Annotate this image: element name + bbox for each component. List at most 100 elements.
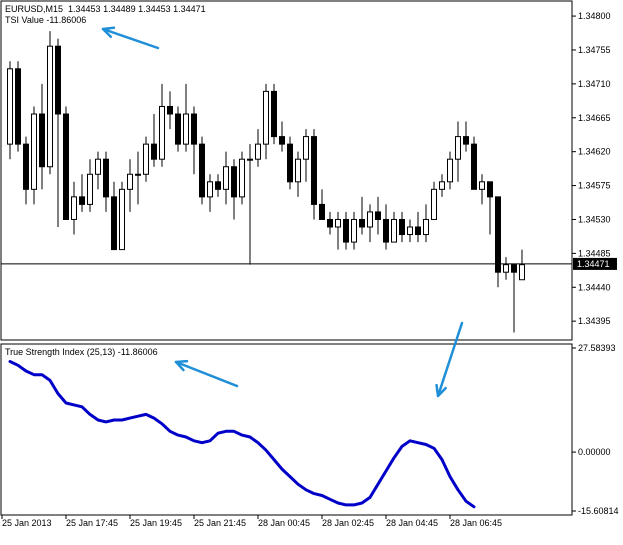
- candle-body: [287, 143, 293, 183]
- candle-body: [239, 158, 245, 198]
- current-price-label: 1.34471: [577, 259, 610, 269]
- candle-body: [63, 113, 69, 220]
- time-tick-label: 25 Jan 21:45: [194, 518, 246, 528]
- price-tick-label: 1.34620: [578, 147, 611, 157]
- arrow-shaft: [436, 321, 464, 398]
- price-tick-label: 1.34530: [578, 214, 611, 224]
- candle-body: [391, 218, 397, 243]
- candle-body: [503, 264, 509, 273]
- candle-body: [295, 158, 301, 183]
- price-tick-label: 1.34710: [578, 79, 611, 89]
- candle-body: [151, 143, 157, 160]
- candle-body: [319, 203, 325, 220]
- tsi-value-label: TSI Value -11.86006: [5, 15, 87, 25]
- tsi-tick-label: 0.00000: [578, 447, 611, 457]
- candle-body: [263, 90, 269, 145]
- candle-body: [431, 188, 437, 220]
- tsi-axis: 27.58393 0.00000 -15.60814: [572, 343, 619, 516]
- candle-body: [255, 143, 261, 160]
- candle-body: [327, 218, 333, 228]
- candle-body: [367, 211, 373, 228]
- candle-body: [423, 218, 429, 236]
- candle-body: [223, 166, 229, 190]
- arrow-head: [435, 383, 447, 398]
- candle-body: [407, 226, 413, 236]
- tsi-line-group: [8, 360, 476, 509]
- candle-body: [311, 136, 317, 205]
- candle-body: [487, 181, 493, 198]
- indicator-label: True Strength Index (25,13) -11.86006: [5, 347, 158, 357]
- candle-body: [271, 90, 277, 138]
- time-tick-label: 25 Jan 17:45: [66, 518, 118, 528]
- symbol-header: EURUSD,M15 1.34453 1.34489 1.34453 1.344…: [5, 4, 206, 14]
- main-chart-frame: [0, 0, 573, 341]
- candle-body: [343, 218, 349, 243]
- time-axis: 25 Jan 2013 25 Jan 17:45 25 Jan 19:45 25 Ja…: [1, 515, 502, 528]
- candle-body: [183, 113, 189, 145]
- time-tick-label: 25 Jan 2013: [2, 518, 52, 528]
- candle-body: [519, 264, 525, 281]
- candle-body: [111, 196, 117, 251]
- candle-body: [39, 113, 45, 168]
- candle-body: [55, 45, 61, 115]
- price-tick-label: 1.34800: [578, 11, 611, 21]
- candle-body: [231, 166, 237, 198]
- candle-body: [127, 173, 133, 190]
- candle-body: [79, 196, 85, 205]
- candle-body: [415, 226, 421, 236]
- candlesticks: [7, 31, 525, 333]
- candle-body: [335, 218, 341, 228]
- arrow-shaft: [101, 27, 160, 50]
- candle-body: [279, 136, 285, 145]
- candle-body: [471, 143, 477, 190]
- price-tick-label: 1.34395: [578, 316, 611, 326]
- candle-body: [95, 158, 101, 175]
- candle-body: [47, 45, 53, 168]
- candle-body: [103, 158, 109, 198]
- symbol-label: EURUSD,M15: [5, 4, 64, 14]
- time-tick-label: 25 Jan 19:45: [130, 518, 182, 528]
- candle-body: [191, 113, 197, 145]
- candle-body: [511, 264, 517, 273]
- current-price-marker: 1.34471: [1, 257, 617, 270]
- candle-body: [375, 211, 381, 220]
- time-tick-label: 28 Jan 04:45: [386, 518, 438, 528]
- candle-body: [383, 218, 389, 243]
- candle-body: [455, 136, 461, 160]
- arrow-shaft: [174, 360, 239, 388]
- candle-body: [215, 181, 221, 190]
- candle-body: [351, 218, 357, 243]
- time-tick-label: 28 Jan 06:45: [450, 518, 502, 528]
- candle-body: [15, 68, 21, 145]
- ohlc-values: 1.34453 1.34489 1.34453 1.34471: [68, 4, 206, 14]
- candle-body: [463, 136, 469, 145]
- current-price-box: [573, 257, 617, 270]
- candle-body: [87, 173, 93, 205]
- candle-body: [439, 181, 445, 190]
- price-tick-label: 1.34665: [578, 113, 611, 123]
- candle-body: [199, 143, 205, 198]
- candle-body: [399, 218, 405, 236]
- candle-body: [71, 196, 77, 220]
- price-tick-label: 1.34485: [578, 248, 611, 258]
- candle-body: [159, 105, 165, 160]
- candle-body: [495, 196, 501, 273]
- price-tick-label: 1.34440: [578, 282, 611, 292]
- candle-body: [143, 143, 149, 175]
- price-axis: 1.34800 1.34755 1.34710 1.34665 1.34620 1.345…: [572, 11, 611, 326]
- candle-body: [247, 158, 253, 161]
- price-tick-label: 1.34575: [578, 181, 611, 191]
- candle-body: [303, 136, 309, 160]
- candle-body: [7, 68, 13, 145]
- candle-body: [447, 158, 453, 183]
- candle-body: [175, 113, 181, 145]
- time-tick-label: 28 Jan 02:45: [322, 518, 374, 528]
- candle-body: [207, 181, 213, 198]
- arrow-head: [101, 26, 116, 39]
- price-tick-label: 1.34755: [578, 45, 611, 55]
- candle-body: [23, 143, 29, 190]
- candle-body: [31, 113, 37, 190]
- indicator-chart-frame: [0, 343, 573, 516]
